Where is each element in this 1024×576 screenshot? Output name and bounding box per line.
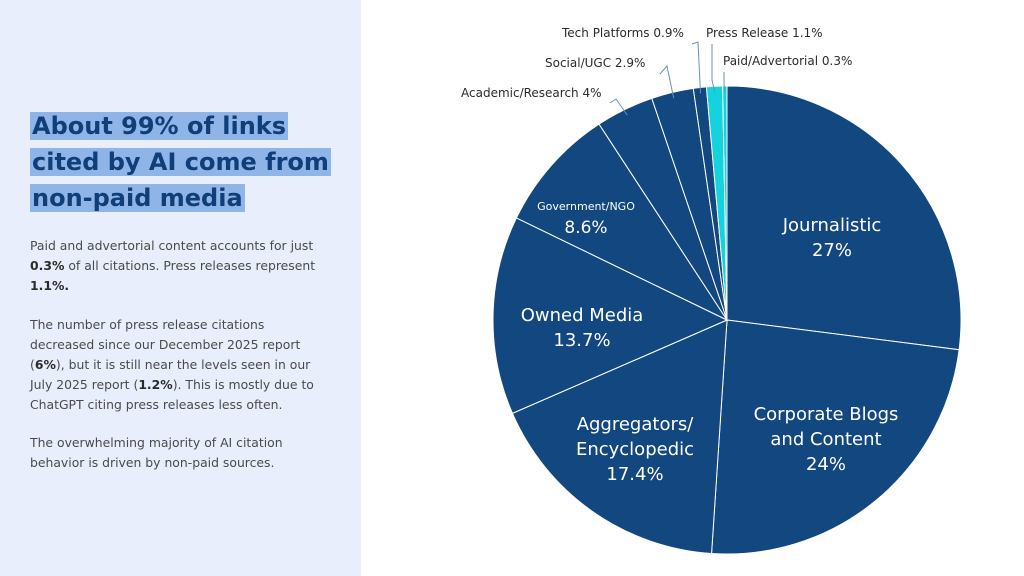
label-academic-research: Academic/Research 4% bbox=[461, 86, 602, 100]
leader-academic-research bbox=[609, 98, 628, 116]
label-owned-media: Owned Media bbox=[521, 305, 644, 326]
slice-paid-advertorial bbox=[722, 85, 728, 321]
label-journalistic: Journalistic bbox=[782, 215, 882, 236]
slice-aggregators-encyclopedic bbox=[511, 319, 728, 555]
p2-text-e: ). This is mostly due to ChatGPT citing … bbox=[30, 377, 314, 412]
value-corporate-blogs-and-content: 24% bbox=[806, 454, 846, 475]
label-government-ngo: Government/NGO bbox=[537, 200, 635, 213]
value-owned-media: 13.7% bbox=[553, 330, 610, 351]
paragraph-3: The overwhelming majority of AI citation… bbox=[30, 435, 283, 470]
label-corporate-blogs-and-content: Corporate Blogs bbox=[754, 404, 899, 425]
label-paid-advertorial: Paid/Advertorial 0.3% bbox=[723, 54, 852, 68]
p2-july-value: 1.2% bbox=[138, 377, 173, 392]
value-government-ngo: 8.6% bbox=[564, 218, 607, 238]
p1-press-share: 1.1%. bbox=[30, 278, 70, 293]
p2-december-value: 6% bbox=[34, 357, 56, 372]
slice-journalistic bbox=[726, 85, 962, 351]
label-social-ugc: Social/UGC 2.9% bbox=[545, 56, 645, 70]
p1-text-a: Paid and advertorial content accounts fo… bbox=[30, 238, 314, 253]
value-journalistic: 27% bbox=[812, 240, 852, 261]
label-corporate-blogs-and-content-line2: and Content bbox=[770, 429, 881, 450]
p1-text-c: of all citations. Press releases represe… bbox=[64, 258, 316, 273]
leader-paid-advertorial bbox=[723, 72, 726, 93]
label-press-release: Press Release 1.1% bbox=[706, 26, 823, 40]
value-aggregators-encyclopedic: 17.4% bbox=[606, 464, 663, 485]
left-panel: About 99% of links cited by AI come from… bbox=[0, 0, 361, 576]
p2-text-a: The number of press release citations de… bbox=[30, 317, 301, 372]
p1-paid-share: 0.3% bbox=[30, 258, 65, 273]
slice-government-ngo bbox=[515, 123, 729, 322]
headline-text: About 99% of links cited by AI come from… bbox=[30, 112, 331, 212]
label-aggregators-encyclopedic: Aggregators/ bbox=[577, 414, 695, 435]
paragraph-2: The number of press release citations de… bbox=[30, 315, 322, 415]
leader-social-ugc bbox=[659, 64, 675, 99]
headline: About 99% of links cited by AI come from… bbox=[30, 108, 331, 216]
pie-chart: Journalistic 27% Corporate Blogs and Conten… bbox=[461, 26, 962, 555]
leader-press-release bbox=[711, 44, 716, 93]
leader-tech-platforms bbox=[691, 41, 701, 94]
paragraph-1: Paid and advertorial content accounts fo… bbox=[30, 236, 322, 296]
slice-owned-media bbox=[492, 217, 729, 415]
slice-corporate-blogs-and-content bbox=[711, 319, 960, 555]
label-tech-platforms: Tech Platforms 0.9% bbox=[561, 26, 684, 40]
label-aggregators-encyclopedic-line2: Encyclopedic bbox=[576, 439, 694, 460]
p2-text-c: ), but it is still near the levels seen … bbox=[30, 357, 311, 392]
